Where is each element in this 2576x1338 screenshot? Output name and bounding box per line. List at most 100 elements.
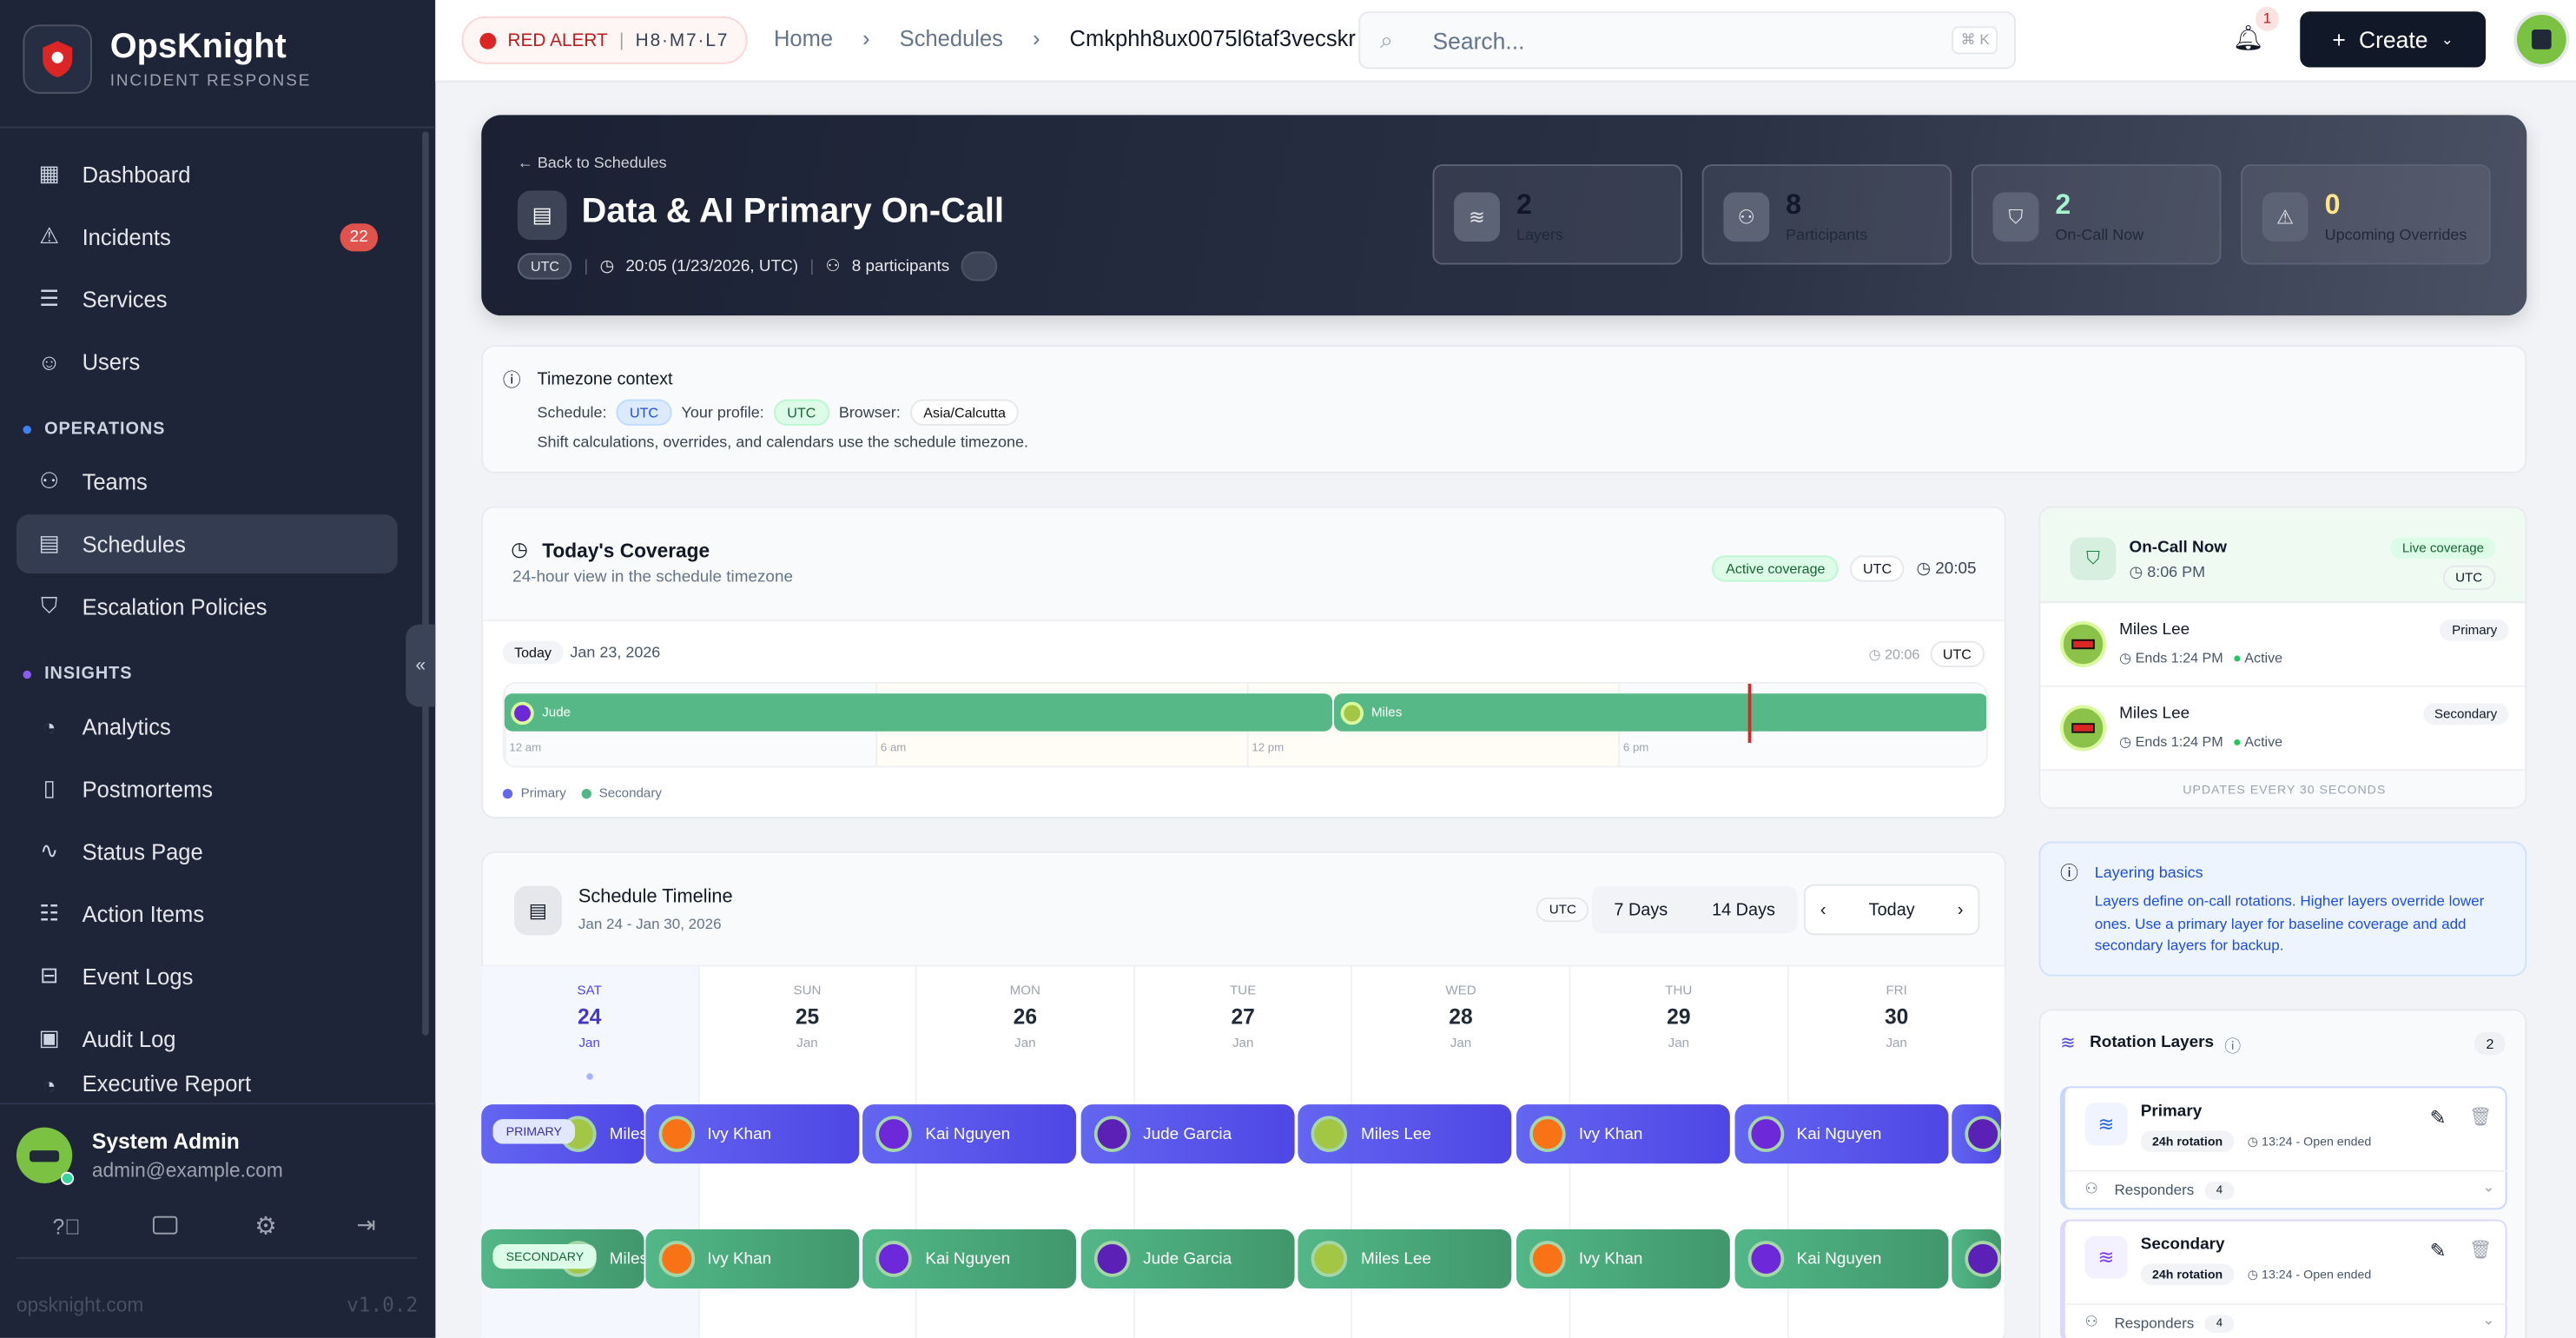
shift-block[interactable]: Miles Lee xyxy=(1298,1229,1513,1289)
responders-count: 4 xyxy=(2204,1182,2235,1200)
shift-block[interactable] xyxy=(1952,1229,2002,1289)
day-column[interactable]: FRI 30 Jan xyxy=(1788,966,2006,1338)
shift-block[interactable]: Kai Nguyen xyxy=(862,1229,1077,1289)
coverage-segment[interactable]: Miles xyxy=(1333,693,1986,732)
info-icon[interactable]: ⓘ xyxy=(2224,1038,2242,1057)
browser-tz-badge: Asia/Calcutta xyxy=(910,399,1020,426)
timeline-title: Schedule Timeline xyxy=(578,887,733,908)
page-title: Data & AI Primary On-Call xyxy=(581,192,1005,230)
sidebar-item-escalation-policies[interactable]: ⛉ Escalation Policies xyxy=(17,577,398,636)
shift-block[interactable]: Jude Garcia xyxy=(1080,1229,1295,1289)
info-icon: ⓘ xyxy=(502,371,521,392)
shift-block[interactable]: Kai Nguyen xyxy=(862,1104,1077,1164)
layering-basics-card: ⓘ Layering basics Layers define on-call … xyxy=(2038,841,2527,977)
edit-icon[interactable]: ✎ xyxy=(2429,1106,2447,1129)
chevron-right-icon: › xyxy=(1032,26,1040,51)
now-time: 20:06 xyxy=(1885,645,1920,662)
view-14-days[interactable]: 14 Days xyxy=(1712,899,1775,920)
sidebar-item-event-logs[interactable]: ⊟ Event Logs xyxy=(17,947,398,1006)
today-button[interactable]: Today xyxy=(1868,899,1915,920)
live-coverage-badge: Live coverage xyxy=(2390,537,2496,560)
search-input[interactable]: ⌕ Search... ⌘ K xyxy=(1358,11,2016,70)
avatar-stack[interactable] xyxy=(961,251,998,282)
shift-block[interactable]: Miles Lee SECONDARY xyxy=(481,1229,644,1289)
shift-block[interactable]: Ivy Khan xyxy=(644,1229,859,1289)
timezone-badge: UTC xyxy=(517,253,573,280)
stat-label: Upcoming Overrides xyxy=(2324,227,2467,245)
day-of-week: WED xyxy=(1445,983,1476,998)
trash-icon[interactable]: 🗑︎ xyxy=(2469,1107,2493,1128)
legend-swatch-primary xyxy=(502,788,513,798)
sidebar-item-action-items[interactable]: ☷ Action Items xyxy=(17,884,398,944)
on-call-person[interactable]: Miles Lee ◷ Ends 1:24 PM ● Active Primary xyxy=(2040,603,2526,687)
alert-triangle-icon: ⚠ xyxy=(2262,192,2308,242)
shift-block[interactable] xyxy=(1952,1104,2002,1164)
alert-level-pill[interactable]: RED ALERT | H8·M7·L7 xyxy=(461,16,748,64)
shift-block[interactable]: Ivy Khan xyxy=(1516,1229,1730,1289)
shift-block[interactable]: Ivy Khan xyxy=(644,1104,859,1164)
shift-block[interactable]: Kai Nguyen xyxy=(1734,1104,1948,1164)
report-icon: ◔ xyxy=(43,1072,56,1097)
sidebar: OpsKnight INCIDENT RESPONSE OPERATIONS I… xyxy=(0,0,436,1338)
back-to-schedules-link[interactable]: ← Back to Schedules xyxy=(517,154,667,173)
shift-block[interactable]: Miles Lee PRIMARY xyxy=(481,1104,644,1164)
layer-label-badge: SECONDARY xyxy=(492,1243,598,1269)
collapse-sidebar-button[interactable]: « xyxy=(406,624,436,707)
schedule-tz-label: Schedule: xyxy=(537,403,607,422)
sidebar-item-users[interactable]: ☺ Users xyxy=(17,332,398,391)
shift-person: Ivy Khan xyxy=(1578,1124,1643,1143)
sidebar-item-schedules[interactable]: ▤ Schedules xyxy=(16,514,398,574)
create-button[interactable]: + Create ⌄ xyxy=(2300,11,2486,68)
chevron-down-icon[interactable]: ⌄ xyxy=(2482,1311,2495,1328)
clock-icon: ◷ xyxy=(599,257,615,275)
sidebar-item-postmortems[interactable]: ▯ Postmortems xyxy=(17,759,398,818)
logout-icon[interactable]: ⇥ xyxy=(356,1211,376,1238)
on-call-person[interactable]: Miles Lee ◷ Ends 1:24 PM ● Active Secondary xyxy=(2040,687,2526,772)
sidebar-item-audit-log[interactable]: ▣ Audit Log xyxy=(17,1009,398,1068)
layers-icon: ≋ xyxy=(2060,1033,2076,1054)
shift-person: Jude Garcia xyxy=(1143,1249,1232,1268)
chevron-down-icon[interactable]: ⌄ xyxy=(2482,1178,2495,1196)
breadcrumb-home[interactable]: Home xyxy=(773,26,834,51)
sidebar-item-services[interactable]: ☰ Services xyxy=(17,269,398,328)
sidebar-item-analytics[interactable]: ◔ Analytics xyxy=(17,697,398,756)
shift-block[interactable]: Ivy Khan xyxy=(1516,1104,1730,1164)
list-icon: ☷ xyxy=(39,900,60,925)
gear-icon[interactable]: ⚙ xyxy=(254,1213,277,1242)
logo-shield-icon xyxy=(23,24,92,94)
sidebar-item-incidents[interactable]: ⚠ Incidents 22 xyxy=(17,207,398,266)
section-insights: INSIGHTS xyxy=(23,664,132,684)
sidebar-scrollbar[interactable] xyxy=(422,131,429,1036)
footer-site[interactable]: opsknight.com xyxy=(16,1293,144,1317)
sidebar-item-executive-report[interactable]: ◔ Executive Report xyxy=(17,1071,398,1101)
prev-week-button[interactable]: ‹ xyxy=(1820,899,1826,920)
sidebar-item-dashboard[interactable]: ▦ Dashboard xyxy=(17,144,398,203)
view-7-days[interactable]: 7 Days xyxy=(1614,899,1668,920)
responders-label[interactable]: Responders xyxy=(2114,1315,2195,1332)
breadcrumb-schedules[interactable]: Schedules xyxy=(899,26,1003,51)
help-icon[interactable]: ?⃝ xyxy=(52,1214,81,1240)
responders-label[interactable]: Responders xyxy=(2114,1182,2195,1198)
shift-block[interactable]: Miles Lee xyxy=(1298,1104,1513,1164)
chevron-right-icon: › xyxy=(862,26,870,51)
day-of-week: FRI xyxy=(1886,983,1907,998)
day-month: Jan xyxy=(1668,1035,1690,1050)
rotation-layers-card: ≋ Rotation Layers ⓘ 2 ≋ Primary 24h rotati… xyxy=(2038,1009,2527,1338)
sidebar-item-status-page[interactable]: ∿ Status Page xyxy=(17,822,398,881)
next-week-button[interactable]: › xyxy=(1957,899,1964,920)
now-indicator xyxy=(1747,683,1751,744)
day-month: Jan xyxy=(1232,1035,1254,1050)
avatar xyxy=(2060,705,2107,752)
trash-icon[interactable]: 🗑︎ xyxy=(2469,1241,2493,1261)
sidebar-item-teams[interactable]: ⚇ Teams xyxy=(17,452,398,511)
coverage-segment[interactable]: Jude xyxy=(504,693,1332,732)
participants-count: 8 participants xyxy=(851,257,950,275)
user-avatar[interactable] xyxy=(16,1127,73,1183)
bell-icon[interactable]: 🔔︎ xyxy=(2232,24,2264,53)
shift-block[interactable]: Kai Nguyen xyxy=(1734,1229,1948,1289)
edit-icon[interactable]: ✎ xyxy=(2429,1239,2447,1262)
profile-avatar[interactable] xyxy=(2513,11,2570,68)
keyboard-icon[interactable] xyxy=(152,1215,178,1235)
shift-block[interactable]: Jude Garcia xyxy=(1080,1104,1295,1164)
day-column[interactable]: MON 26 Jan xyxy=(917,966,1135,1338)
